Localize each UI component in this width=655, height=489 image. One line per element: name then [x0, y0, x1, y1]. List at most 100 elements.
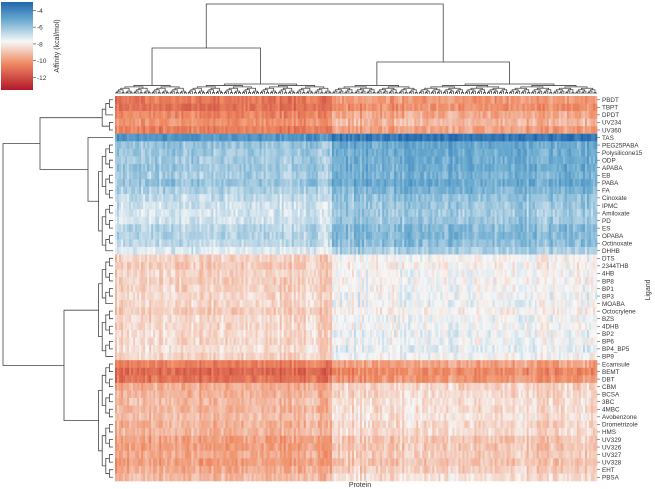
heatmap-cell: [207, 111, 210, 119]
heatmap-cell: [301, 224, 305, 233]
heatmap-cell: [442, 171, 445, 180]
heatmap-cell: [492, 194, 495, 202]
heatmap-cell: [157, 194, 160, 202]
heatmap-cell: [438, 156, 441, 165]
heatmap-cell: [554, 118, 558, 127]
heatmap-cell: [185, 103, 188, 112]
heatmap-cell: [191, 209, 194, 218]
heatmap-cell: [574, 141, 578, 150]
heatmap-cell: [444, 186, 447, 195]
heatmap-cell: [466, 141, 469, 150]
heatmap-cell: [241, 216, 244, 225]
heatmap-cell: [135, 148, 138, 157]
column-dendrogram-link: [532, 90, 537, 94]
heatmap-cell: [115, 141, 118, 150]
heatmap-cell: [498, 171, 501, 180]
heatmap-cell: [249, 103, 252, 112]
heatmap-cell: [179, 148, 182, 157]
heatmap-cell: [496, 224, 499, 233]
heatmap-cell: [229, 118, 232, 127]
heatmap-cell: [382, 224, 385, 233]
heatmap-cell: [267, 201, 270, 210]
heatmap-cell: [217, 141, 220, 150]
heatmap-cell: [590, 216, 594, 225]
heatmap-cell: [448, 224, 451, 233]
heatmap-cell: [207, 148, 210, 157]
heatmap-cell: [117, 209, 120, 218]
heatmap-cell: [476, 201, 479, 210]
heatmap-cell: [203, 103, 206, 112]
heatmap-cell: [257, 216, 260, 225]
heatmap-cell: [408, 163, 411, 172]
heatmap-cell: [402, 111, 405, 119]
heatmap-cell: [568, 231, 572, 240]
heatmap-cell: [450, 163, 453, 172]
heatmap-cell: [117, 126, 120, 135]
heatmap-cell: [153, 156, 156, 165]
heatmap-cell: [275, 118, 278, 127]
heatmap-cell: [169, 194, 172, 202]
heatmap-cell: [159, 171, 162, 180]
heatmap-cell: [594, 96, 598, 104]
heatmap-cell: [378, 103, 381, 112]
heatmap-cell: [187, 103, 190, 112]
heatmap-cell: [181, 224, 184, 233]
heatmap-cell: [309, 96, 313, 104]
heatmap-cell: [337, 141, 341, 150]
heatmap-cell: [273, 118, 276, 127]
heatmap-cell: [177, 163, 180, 172]
heatmap-cell: [564, 96, 568, 104]
heatmap-cell: [227, 171, 230, 180]
heatmap-cell: [321, 163, 325, 172]
heatmap-cell: [478, 163, 481, 172]
heatmap-cell: [592, 186, 596, 195]
heatmap-cell: [484, 179, 487, 187]
heatmap-cell: [428, 126, 431, 135]
heatmap-cell: [125, 148, 128, 157]
heatmap-cell: [237, 156, 240, 165]
heatmap-cell: [265, 179, 268, 187]
heatmap-cell: [239, 103, 242, 112]
heatmap-cell: [131, 141, 134, 150]
heatmap-cell: [518, 186, 521, 195]
heatmap-cell: [195, 209, 198, 218]
heatmap-cell: [422, 96, 425, 104]
heatmap-cell: [271, 156, 274, 165]
heatmap-cell: [514, 96, 517, 104]
heatmap-cell: [370, 239, 373, 248]
heatmap-cell: [301, 186, 305, 195]
heatmap-cell: [380, 194, 383, 202]
heatmap-cell: [478, 133, 481, 142]
column-dendrogram-link: [292, 92, 296, 94]
heatmap-cell: [498, 156, 501, 165]
heatmap-cell: [301, 96, 305, 104]
heatmap-cell: [177, 216, 180, 225]
heatmap-cell: [356, 133, 359, 142]
heatmap-cell: [227, 209, 230, 218]
heatmap-cell: [568, 179, 572, 187]
heatmap-cell: [552, 118, 556, 127]
heatmap-cell: [366, 186, 369, 195]
heatmap-cell: [586, 201, 590, 210]
heatmap-cell: [438, 186, 441, 195]
heatmap-cell: [131, 186, 134, 195]
heatmap-cell: [219, 171, 222, 180]
heatmap-cell: [183, 231, 186, 240]
heatmap-cell: [345, 224, 349, 233]
heatmap-cell: [408, 148, 411, 157]
heatmap-cell: [177, 118, 180, 127]
heatmap-cell: [508, 111, 511, 119]
column-dendrogram-link: [449, 90, 454, 94]
heatmap-cell: [273, 216, 276, 225]
heatmap-cell: [416, 141, 419, 150]
row-dendrogram-link: [101, 216, 106, 246]
heatmap-cell: [576, 179, 580, 187]
heatmap-cell: [530, 179, 534, 187]
heatmap-cell: [472, 111, 475, 119]
heatmap-cell: [225, 186, 228, 195]
heatmap-cell: [500, 186, 503, 195]
heatmap-cell: [496, 156, 499, 165]
heatmap-cell: [167, 111, 170, 119]
heatmap-cell: [568, 209, 572, 218]
heatmap-cell: [394, 201, 397, 210]
